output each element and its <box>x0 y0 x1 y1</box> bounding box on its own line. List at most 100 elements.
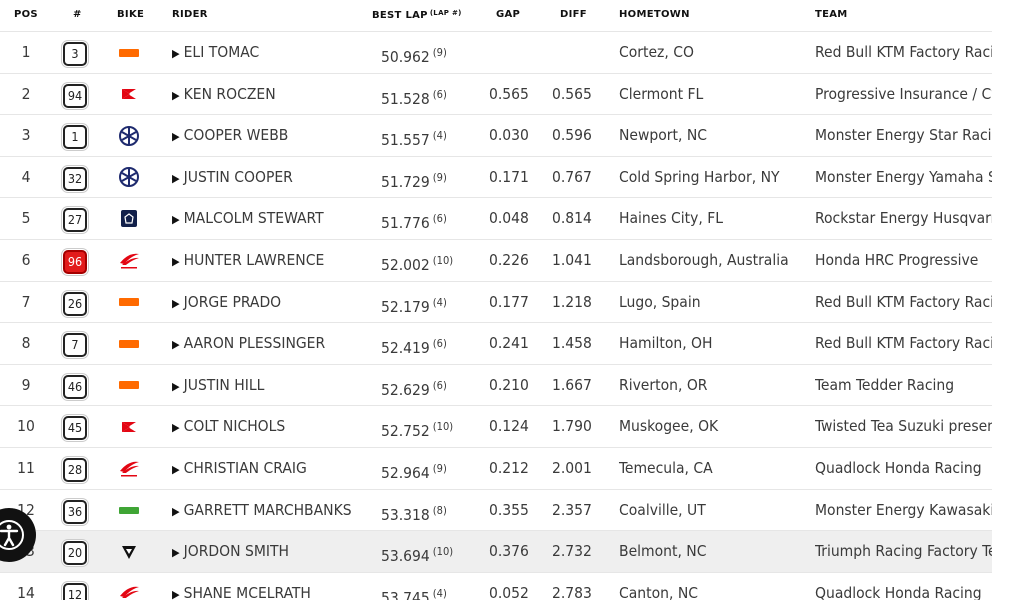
rider-number-badge: 1 <box>63 125 87 150</box>
rider-name: GARRETT MARCHBANKS <box>183 500 352 519</box>
rider-name-link[interactable]: ▶ JUSTIN COOPER <box>172 157 293 198</box>
best-lap-time: 51.557 <box>381 131 430 150</box>
rider-name-link[interactable]: ▶ ELI TOMAC <box>172 32 259 73</box>
rider-number: 32 <box>63 166 87 191</box>
team: Monster Energy Yamaha Star Racing <box>815 167 992 186</box>
rider-name-link[interactable]: ▶ CHRISTIAN CRAIG <box>172 448 307 489</box>
team: Twisted Tea Suzuki presented by Progress… <box>815 417 992 436</box>
table-row[interactable]: 10 45 ▶ COLT NICHOLS 52.752 (10) 0.124 1.790 Mus… <box>0 406 992 448</box>
table-row[interactable]: 1 3 ▶ ELI TOMAC 50.962 (9) Cortez, CO Red Bull … <box>0 32 992 74</box>
header-team[interactable]: TEAM <box>815 9 848 20</box>
position: 11 <box>17 458 35 477</box>
table-row[interactable]: 12 36 ▶ GARRETT MARCHBANKS 53.318 (8) 0.355 2.3… <box>0 490 992 532</box>
best-lap: 51.729 (9) <box>381 157 447 198</box>
best-lap-time: 51.528 <box>381 89 430 108</box>
best-lap-number: (8) <box>432 503 447 517</box>
accessibility-icon <box>0 508 36 562</box>
best-lap-number: (6) <box>432 87 447 101</box>
table-row[interactable]: 11 28 ▶ CHRISTIAN CRAIG 52.964 (9) 0.212 2.001 T… <box>0 448 992 490</box>
rider-number: 20 <box>63 541 87 566</box>
hometown: Haines City, FL <box>619 209 723 228</box>
rider-name-link[interactable]: ▶ COOPER WEBB <box>172 115 288 156</box>
table-row[interactable]: 4 32 ▶ JUSTIN COOPER 51.729 (9) 0.171 0.767 Cold… <box>0 157 992 199</box>
rider-name-link[interactable]: ▶ JORGE PRADO <box>172 282 281 323</box>
rider-name-link[interactable]: ▶ GARRETT MARCHBANKS <box>172 490 352 531</box>
rider-number-badge: 26 <box>63 291 87 316</box>
best-lap-time: 52.002 <box>381 255 430 274</box>
best-lap: 52.629 (6) <box>381 365 447 406</box>
position: 3 <box>21 126 31 145</box>
table-row[interactable]: 14 12 ▶ SHANE MCELRATH 53.745 (4) 0.052 2.783 Ca… <box>0 573 992 600</box>
diff: 0.596 <box>552 126 592 145</box>
gap: 0.052 <box>489 583 529 600</box>
table-row[interactable]: 7 26 ▶ JORGE PRADO 52.179 (4) 0.177 1.218 Lugo, … <box>0 282 992 324</box>
table-row[interactable]: 5 27 ▶ MALCOLM STEWART 51.776 (6) 0.048 0.814 Ha… <box>0 198 992 240</box>
expand-arrow-icon: ▶ <box>172 88 180 102</box>
best-lap: 52.179 (4) <box>381 282 447 323</box>
rider-name-link[interactable]: ▶ KEN ROCZEN <box>172 74 276 115</box>
best-lap-time: 51.776 <box>381 214 430 233</box>
table-row[interactable]: 2 94 ▶ KEN ROCZEN 51.528 (6) 0.565 0.565 Clermon… <box>0 74 992 116</box>
rider-name-link[interactable]: ▶ COLT NICHOLS <box>172 406 285 447</box>
rider-name: MALCOLM STEWART <box>183 209 324 228</box>
yamaha-logo <box>114 157 144 198</box>
best-lap-time: 50.962 <box>381 48 430 66</box>
gap: 0.171 <box>489 167 529 186</box>
team: Monster Energy Star Racing Yamaha <box>815 126 992 145</box>
header-bike[interactable]: BIKE <box>117 9 145 20</box>
accessibility-button[interactable] <box>0 508 36 562</box>
rider-name-link[interactable]: ▶ AARON PLESSINGER <box>172 323 325 364</box>
table-row[interactable]: 3 1 ▶ COOPER WEBB 51.557 (4) 0.030 0.596 Newport… <box>0 115 992 157</box>
header-hometown[interactable]: HOMETOWN <box>619 9 690 20</box>
rider-name: JUSTIN HILL <box>183 375 265 394</box>
table-row[interactable]: 9 46 ▶ JUSTIN HILL 52.629 (6) 0.210 1.667 Rivert… <box>0 365 992 407</box>
rider-name-link[interactable]: ▶ HUNTER LAWRENCE <box>172 240 324 281</box>
best-lap-number: (6) <box>432 378 447 392</box>
rider-number: 28 <box>63 457 87 482</box>
yamaha-logo <box>114 115 144 156</box>
best-lap-time: 53.694 <box>381 547 430 566</box>
expand-arrow-icon: ▶ <box>172 213 180 227</box>
header-rider[interactable]: RIDER <box>172 9 208 20</box>
expand-arrow-icon: ▶ <box>172 504 180 518</box>
gap: 0.565 <box>489 84 529 103</box>
ktm-logo <box>114 323 144 364</box>
header-best-lap[interactable]: BEST LAP (LAP #) <box>372 9 462 21</box>
rider-number-badge: 3 <box>63 42 87 66</box>
rider-number-badge: 32 <box>63 166 87 191</box>
hometown: Newport, NC <box>619 126 708 145</box>
honda-logo <box>114 448 144 489</box>
hometown: Cortez, CO <box>619 43 694 61</box>
best-lap-number: (6) <box>432 212 447 226</box>
header-pos[interactable]: POS <box>14 9 38 20</box>
rider-name-link[interactable]: ▶ SHANE MCELRATH <box>172 573 311 600</box>
hometown: Riverton, OR <box>619 375 708 394</box>
best-lap-number: (6) <box>432 337 447 351</box>
rider-name-link[interactable]: ▶ JUSTIN HILL <box>172 365 264 406</box>
gap: 0.355 <box>489 500 529 519</box>
best-lap-time: 53.745 <box>381 588 430 600</box>
diff: 2.001 <box>552 458 592 477</box>
best-lap: 52.419 (6) <box>381 323 447 364</box>
rider-number: 3 <box>63 42 87 66</box>
header-number[interactable]: # <box>73 9 82 20</box>
header-diff[interactable]: DIFF <box>560 9 587 20</box>
table-row[interactable]: 6 96 ▶ HUNTER LAWRENCE 52.002 (10) 0.226 1.041 L… <box>0 240 992 282</box>
table-row[interactable]: 8 7 ▶ AARON PLESSINGER 52.419 (6) 0.241 1.458 Ha… <box>0 323 992 365</box>
best-lap: 51.557 (4) <box>381 115 447 156</box>
rider-name-link[interactable]: ▶ JORDON SMITH <box>172 531 289 572</box>
results-table: POS # BIKE RIDER BEST LAP (LAP #) GAP DIF… <box>0 9 992 600</box>
rider-name: COOPER WEBB <box>183 126 289 145</box>
team: Quadlock Honda Racing <box>815 583 982 600</box>
suzuki-logo <box>114 406 144 447</box>
rider-name-link[interactable]: ▶ MALCOLM STEWART <box>172 198 324 239</box>
team: Rockstar Energy Husqvarna Factory Racing <box>815 209 992 228</box>
kawasaki-logo <box>114 490 144 531</box>
hometown: Canton, NC <box>619 583 698 600</box>
header-gap[interactable]: GAP <box>496 9 521 20</box>
rider-name: COLT NICHOLS <box>183 417 286 436</box>
table-row[interactable]: 1320▶JORDON SMITH53.694(10)0.3762.732Bel… <box>0 531 992 573</box>
rider-name: KEN ROCZEN <box>183 84 276 103</box>
expand-arrow-icon: ▶ <box>172 421 180 435</box>
gap: 0.376 <box>489 542 529 561</box>
